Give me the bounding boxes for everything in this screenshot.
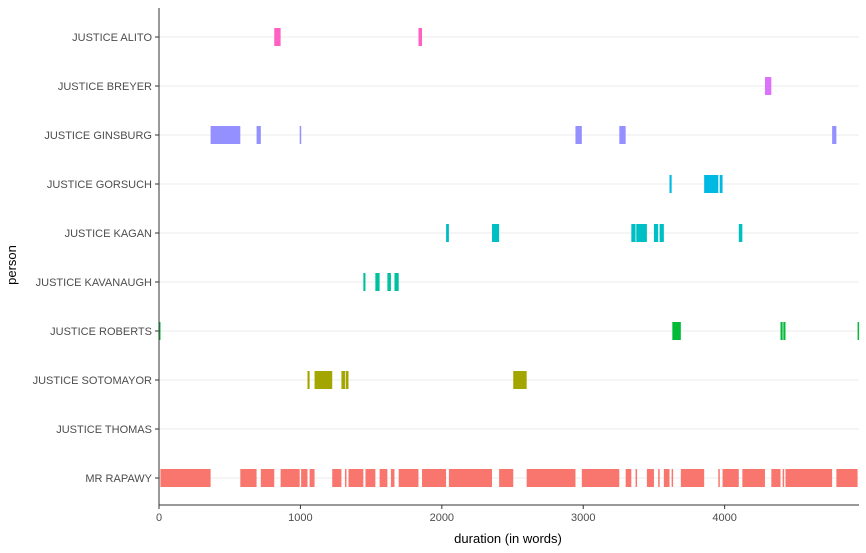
segment-justice-ginsburg [575, 126, 582, 144]
segment-mr-rapawy [581, 469, 620, 487]
y-tick-label-justice-roberts: JUSTICE ROBERTS [50, 326, 152, 338]
segment-mr-rapawy [398, 469, 419, 487]
segment-justice-ginsburg [256, 126, 261, 144]
segment-mr-rapawy [836, 469, 858, 487]
segment-justice-roberts [780, 322, 783, 340]
y-tick-label-justice-thomas: JUSTICE THOMAS [56, 424, 152, 436]
segment-justice-alito [274, 28, 281, 46]
segment-mr-rapawy [344, 469, 347, 487]
segment-justice-breyer [764, 77, 772, 95]
segment-mr-rapawy [625, 469, 632, 487]
segment-justice-sotomayor [314, 371, 333, 389]
segment-mr-rapawy [309, 469, 315, 487]
segment-mr-rapawy [448, 469, 493, 487]
segment-justice-kavanaugh [375, 273, 380, 291]
segment-mr-rapawy [671, 469, 674, 487]
x-tick-label: 2000 [430, 512, 454, 524]
y-axis-title: person [4, 245, 19, 285]
segment-justice-kagan [659, 224, 664, 242]
y-tick-label-justice-breyer: JUSTICE BREYER [58, 81, 152, 93]
segment-justice-ginsburg [832, 126, 837, 144]
segment-justice-sotomayor [513, 371, 527, 389]
y-tick-label-mr-rapawy: MR RAPAWY [85, 473, 152, 485]
segment-justice-kagan [636, 224, 647, 242]
segment-mr-rapawy [782, 469, 785, 487]
segment-mr-rapawy [718, 469, 720, 487]
segment-justice-gorsuch [704, 175, 719, 193]
segment-justice-roberts [159, 322, 161, 340]
x-tick-label: 1000 [288, 512, 312, 524]
segment-justice-gorsuch [669, 175, 672, 193]
x-tick-label: 3000 [571, 512, 595, 524]
y-tick-label-justice-alito: JUSTICE ALITO [72, 32, 152, 44]
segment-mr-rapawy [379, 469, 388, 487]
segment-mr-rapawy [742, 469, 765, 487]
segment-justice-kagan [653, 224, 659, 242]
bars-layer [159, 28, 860, 487]
segment-justice-ginsburg [299, 126, 302, 144]
segment-mr-rapawy [658, 469, 660, 487]
segment-mr-rapawy [785, 469, 833, 487]
segment-justice-kavanaugh [394, 273, 399, 291]
segment-mr-rapawy [722, 469, 739, 487]
segment-mr-rapawy [771, 469, 781, 487]
segment-justice-kagan [631, 224, 636, 242]
y-tick-label-justice-sotomayor: JUSTICE SOTOMAYOR [33, 375, 152, 387]
segment-justice-kavanaugh [387, 273, 391, 291]
segment-justice-kagan [446, 224, 449, 242]
x-axis-title: duration (in words) [454, 531, 562, 546]
segment-mr-rapawy [635, 469, 638, 487]
segment-mr-rapawy [332, 469, 342, 487]
segment-mr-rapawy [663, 469, 670, 487]
y-tick-label-justice-kagan: JUSTICE KAGAN [65, 228, 152, 240]
y-tick-label-justice-ginsburg: JUSTICE GINSBURG [44, 130, 152, 142]
segment-mr-rapawy [365, 469, 376, 487]
segment-justice-gorsuch [719, 175, 723, 193]
segment-mr-rapawy [646, 469, 654, 487]
segment-justice-roberts [672, 322, 681, 340]
segment-justice-roberts [857, 322, 860, 340]
segment-justice-ginsburg [619, 126, 626, 144]
segment-justice-sotomayor [341, 371, 345, 389]
axes-layer: JUSTICE ALITO JUSTICE BREYER JUSTICE GINSB… [33, 8, 859, 524]
segment-mr-rapawy [499, 469, 514, 487]
x-tick-label: 4000 [712, 512, 736, 524]
segment-mr-rapawy [390, 469, 395, 487]
segment-mr-rapawy [680, 469, 705, 487]
segment-justice-sotomayor [307, 371, 310, 389]
segment-justice-kagan [738, 224, 743, 242]
x-tick-label: 0 [156, 512, 162, 524]
segment-mr-rapawy [348, 469, 364, 487]
segment-justice-roberts [783, 322, 786, 340]
segment-justice-sotomayor [345, 371, 349, 389]
segment-mr-rapawy [422, 469, 447, 487]
segment-mr-rapawy [301, 469, 308, 487]
segment-mr-rapawy [260, 469, 275, 487]
segment-mr-rapawy [526, 469, 576, 487]
segment-mr-rapawy [240, 469, 257, 487]
y-tick-label-justice-gorsuch: JUSTICE GORSUCH [47, 179, 152, 191]
segment-justice-kagan [492, 224, 500, 242]
segment-mr-rapawy [160, 469, 211, 487]
segment-justice-ginsburg [210, 126, 241, 144]
segment-justice-kavanaugh [363, 273, 366, 291]
segment-mr-rapawy [280, 469, 300, 487]
y-tick-label-justice-kavanaugh: JUSTICE KAVANAUGH [36, 277, 152, 289]
segment-justice-alito [418, 28, 423, 46]
